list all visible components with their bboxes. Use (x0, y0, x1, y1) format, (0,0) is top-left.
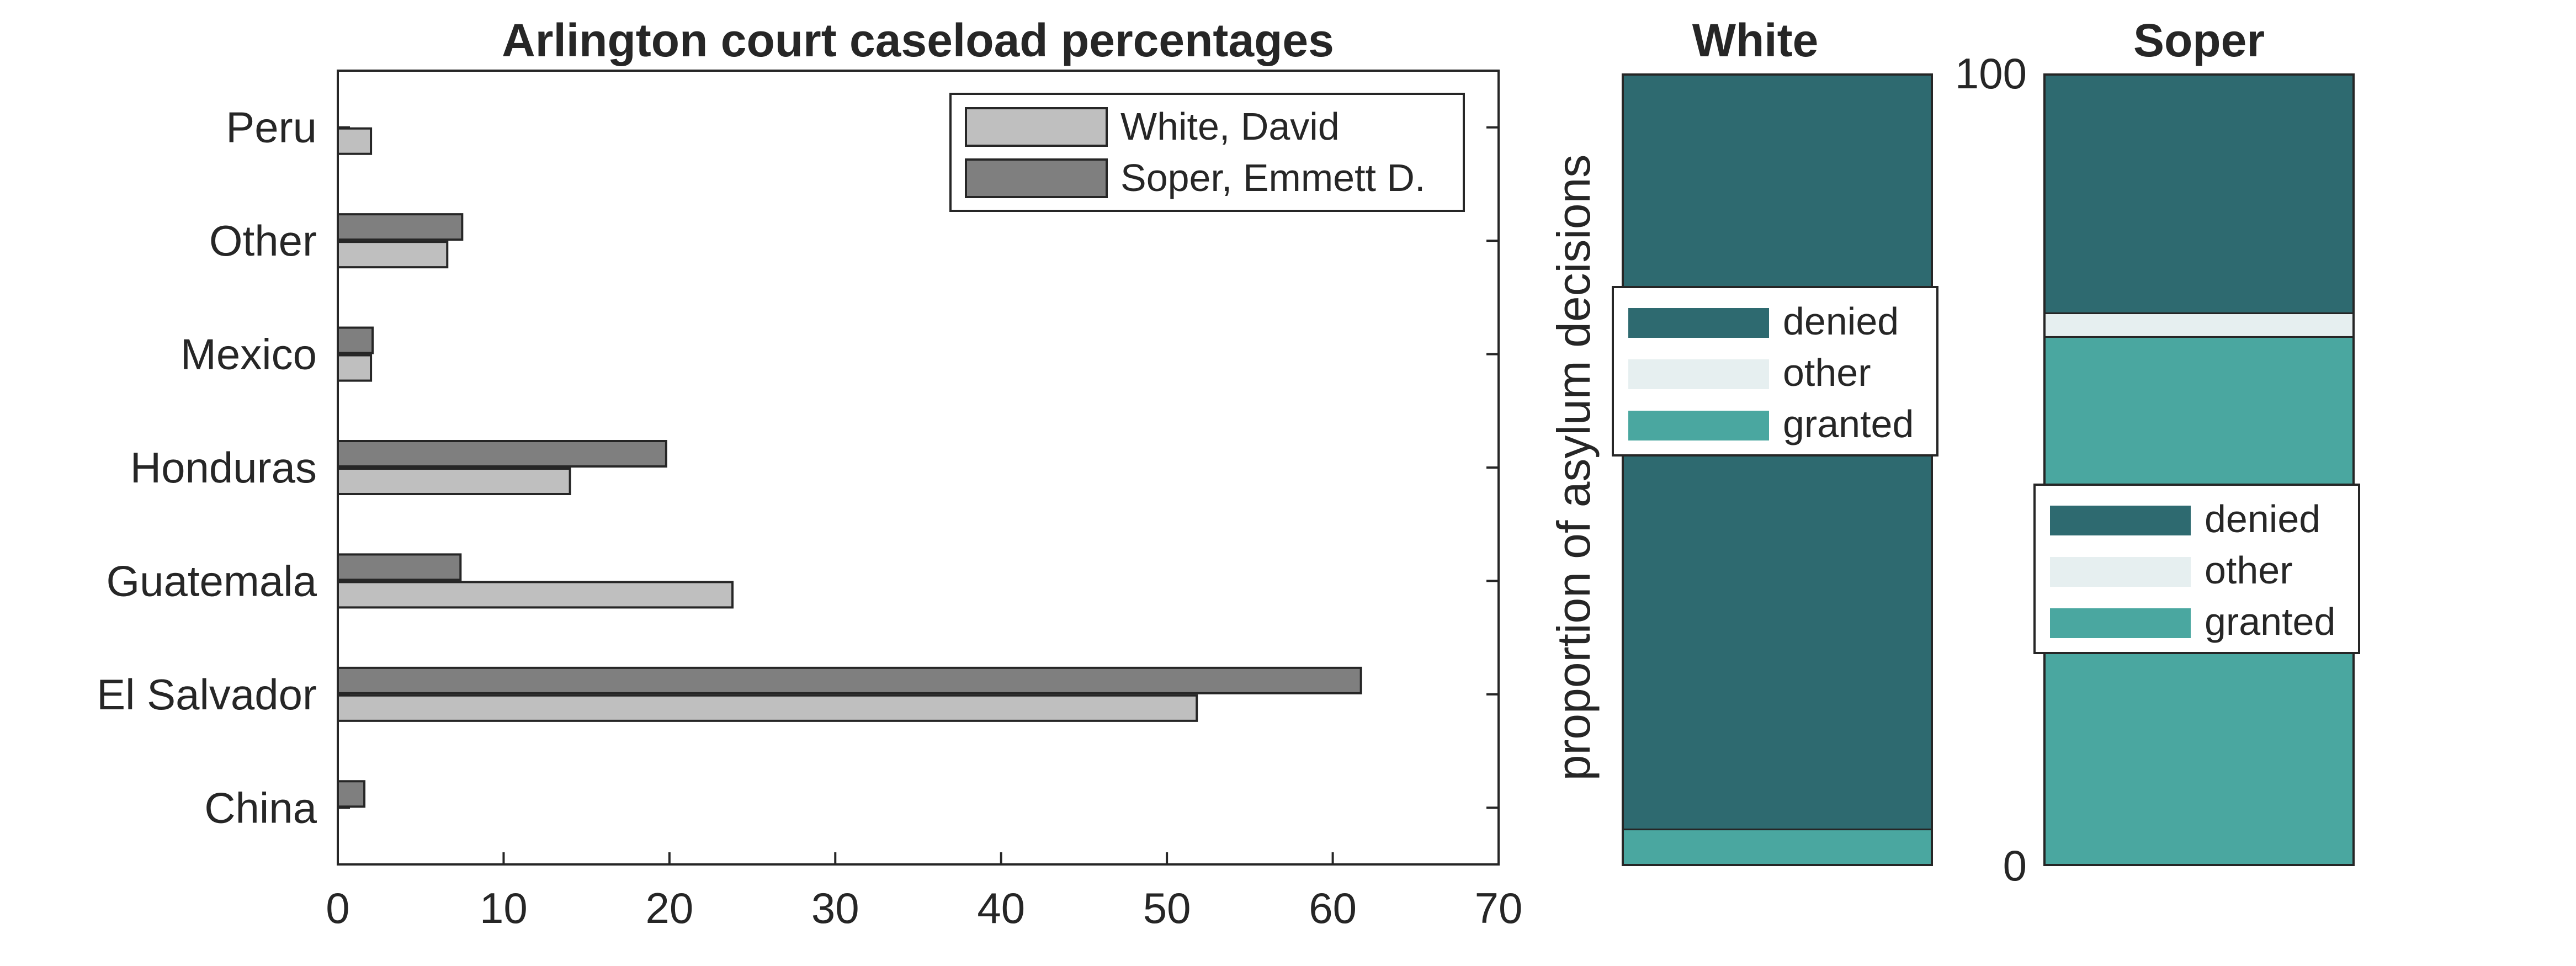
bar-white-other (337, 241, 449, 269)
legend-swatch-soper (965, 158, 1108, 198)
bar-soper-other (337, 213, 464, 241)
xtick-label-20: 20 (645, 884, 693, 932)
bar-white-guatemala (337, 581, 734, 609)
stack-segment-granted (1622, 829, 1933, 866)
white-frame (1622, 73, 1933, 866)
bar-soper-guatemala (337, 553, 462, 581)
legend-label-soper: Soper, Emmett D. (1120, 156, 1425, 199)
stack-segment-other (2043, 312, 2355, 338)
white-stacked-chart: White denied other granted (1612, 14, 1938, 866)
xtick-label-60: 60 (1309, 884, 1357, 932)
legend-swatch-denied (2050, 506, 2191, 535)
legend-label-other: other (2205, 549, 2293, 592)
caseload-bar-chart: Arlington court caseload percentages Chi… (97, 14, 1522, 932)
stack-segment-denied (2043, 73, 2355, 314)
ytick-label-other: Other (209, 216, 317, 265)
legend-label-granted: granted (1783, 402, 1914, 445)
x-tick-labels: 0 10 20 30 40 50 60 70 (326, 852, 1522, 932)
y-tick-labels: China El Salvador Guatemala Honduras Mexico O… (97, 103, 317, 832)
soper-stack-segments (2043, 73, 2355, 866)
white-legend: denied other granted (1612, 286, 1938, 457)
ytick-label-guatemala: Guatemala (106, 556, 317, 605)
xtick-label-50: 50 (1143, 884, 1191, 932)
legend-label-denied: denied (2205, 497, 2320, 540)
legend-label-granted: granted (2205, 600, 2335, 643)
bars-group (337, 100, 1499, 835)
xtick-label-40: 40 (977, 884, 1025, 932)
soper-chart-title: Soper (2133, 14, 2265, 66)
xtick-label-10: 10 (480, 884, 528, 932)
xtick-label-0: 0 (326, 884, 349, 932)
ytick-label-mexico: Mexico (180, 330, 317, 379)
soper-legend: denied other granted (2033, 484, 2360, 654)
soper-stacked-chart: Soper 100 0 denied other granted (1955, 14, 2360, 890)
bar-soper-honduras (337, 440, 667, 468)
legend-label-other: other (1783, 351, 1871, 394)
bar-white-honduras (337, 468, 571, 495)
white-stack-segments (1622, 73, 1933, 866)
bar-soper-el-salvador (337, 666, 1362, 694)
legend-swatch-granted (2050, 608, 2191, 638)
legend-swatch-other (2050, 557, 2191, 587)
legend: White, David Soper, Emmett D. (949, 93, 1465, 212)
bar-white-el-salvador (337, 694, 1198, 722)
ytick-label-honduras: Honduras (130, 443, 317, 492)
bar-soper-mexico (337, 326, 374, 354)
bar-white-mexico (337, 354, 373, 382)
ytick-label-china: China (204, 783, 317, 832)
xtick-label-30: 30 (811, 884, 859, 932)
white-chart-title: White (1692, 14, 1819, 66)
ytick-label-peru: Peru (226, 103, 317, 152)
legend-label-white: White, David (1120, 105, 1340, 148)
legend-label-denied: denied (1783, 300, 1899, 343)
legend-swatch-granted (1628, 411, 1769, 440)
bar-white-peru (337, 127, 373, 155)
soper-frame (2043, 73, 2355, 866)
soper-ytick-0: 0 (2003, 841, 2027, 890)
ytick-label-el-salvador: El Salvador (97, 670, 317, 719)
chart-title: Arlington court caseload percentages (502, 14, 1334, 66)
legend-swatch-denied (1628, 308, 1769, 338)
xtick-label-70: 70 (1475, 884, 1523, 932)
y-axis-label: proportion of asylum decisions (1548, 155, 1600, 781)
legend-swatch-white (965, 107, 1108, 147)
bar-soper-china (337, 780, 366, 808)
legend-swatch-other (1628, 359, 1769, 389)
soper-ytick-100: 100 (1955, 49, 2027, 98)
